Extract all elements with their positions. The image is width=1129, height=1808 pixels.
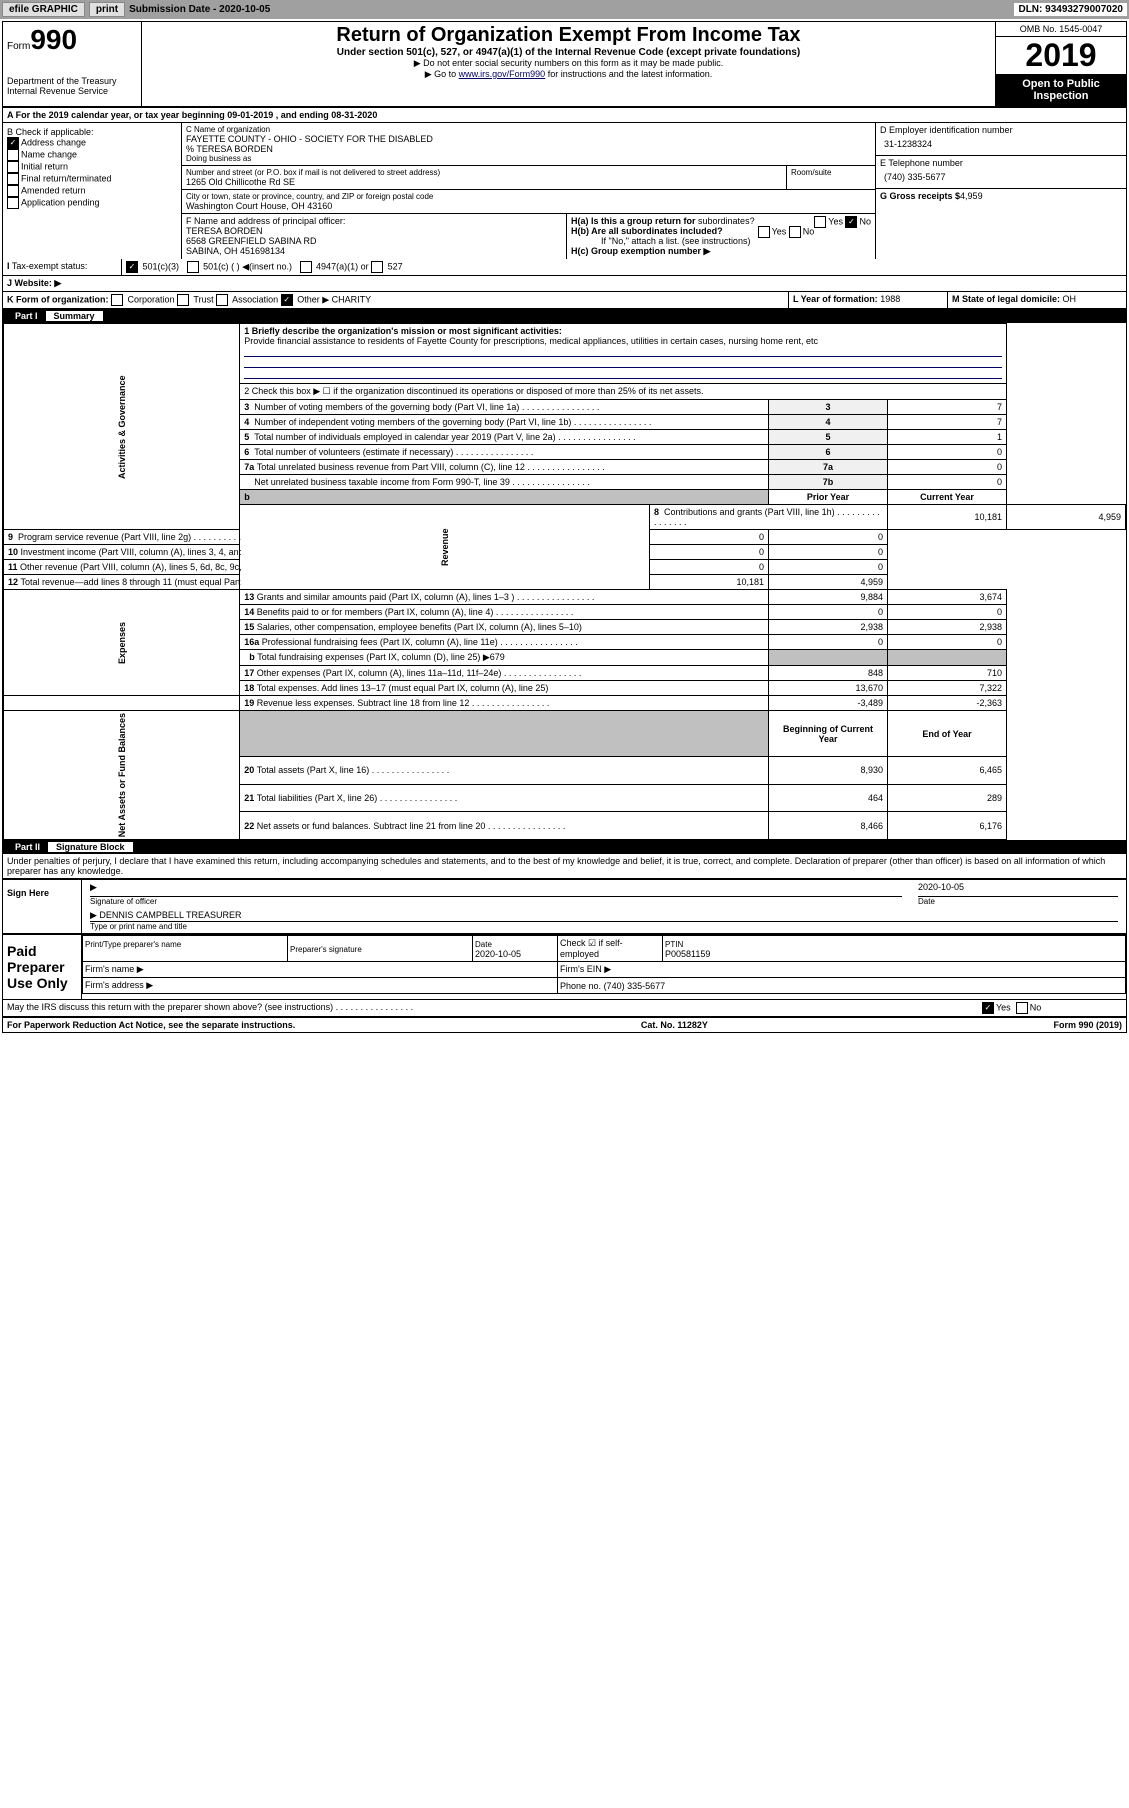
city-label: City or town, state or province, country… (186, 192, 871, 201)
form-990: Form990 Department of the Treasury Inter… (2, 21, 1127, 1033)
check-initial[interactable] (7, 161, 19, 173)
entity-block: B Check if applicable: Address change Na… (3, 123, 1126, 259)
hb-yes[interactable] (758, 226, 770, 238)
ein: 31-1238324 (880, 135, 1122, 153)
officer-city: SABINA, OH 451698134 (186, 246, 562, 256)
check-other[interactable] (281, 294, 293, 306)
check-trust[interactable] (177, 294, 189, 306)
dba-label: Doing business as (186, 154, 871, 163)
ein-label: D Employer identification number (880, 125, 1122, 135)
org-name-label: C Name of organization (186, 125, 871, 134)
efile-btn[interactable]: efile GRAPHIC (2, 2, 85, 17)
dln: DLN: 93493279007020 (1014, 3, 1127, 16)
form-title: Return of Organization Exempt From Incom… (150, 24, 987, 47)
gross-amount: 4,959 (960, 191, 983, 201)
open-public: Open to PublicInspection (996, 74, 1126, 106)
care-of: % TERESA BORDEN (186, 144, 871, 154)
check-assoc[interactable] (216, 294, 228, 306)
summary-table: Activities & Governance 1 Briefly descri… (3, 323, 1126, 840)
irs-link[interactable]: www.irs.gov/Form990 (459, 69, 546, 79)
officer-label: F Name and address of principal officer: (186, 216, 562, 226)
side-governance: Activities & Governance (4, 324, 240, 530)
omb-number: OMB No. 1545-0047 (996, 22, 1126, 37)
side-expenses: Expenses (4, 590, 240, 696)
city: Washington Court House, OH 43160 (186, 201, 871, 211)
ha-yes[interactable] (814, 216, 826, 228)
submission-date: Submission Date - 2020-10-05 (129, 4, 270, 15)
check-name-change[interactable] (7, 149, 19, 161)
tax-year: 2019 (996, 37, 1126, 74)
room-label: Room/suite (791, 168, 871, 177)
form-header: Form990 Department of the Treasury Inter… (3, 22, 1126, 108)
form-subtitle: Under section 501(c), 527, or 4947(a)(1)… (150, 47, 987, 58)
check-final[interactable] (7, 173, 19, 185)
box-b-label: B Check if applicable: (7, 127, 177, 137)
check-pending[interactable] (7, 197, 19, 209)
discuss-yes[interactable] (982, 1002, 994, 1014)
line-a: A For the 2019 calendar year, or tax yea… (3, 108, 1126, 123)
form-footer: For Paperwork Reduction Act Notice, see … (3, 1017, 1126, 1032)
phone-label: E Telephone number (880, 158, 1122, 168)
ha-no[interactable] (845, 216, 857, 228)
note-ssn: ▶ Do not enter social security numbers o… (150, 58, 987, 69)
check-corp[interactable] (111, 294, 123, 306)
pra-notice: For Paperwork Reduction Act Notice, see … (7, 1020, 295, 1030)
part2-header: Part II Signature Block (3, 840, 1126, 854)
note-link: ▶ Go to www.irs.gov/Form990 for instruct… (150, 69, 987, 80)
street: 1265 Old Chillicothe Rd SE (186, 177, 782, 187)
print-btn[interactable]: print (89, 2, 125, 17)
toolbar: efile GRAPHIC print Submission Date - 20… (0, 0, 1129, 19)
mission-text: Provide financial assistance to resident… (244, 336, 818, 346)
check-addr-change[interactable] (7, 137, 19, 149)
discuss-no[interactable] (1016, 1002, 1028, 1014)
dept-treasury: Department of the Treasury Internal Reve… (7, 76, 137, 96)
cat-no: Cat. No. 11282Y (641, 1020, 708, 1030)
paid-preparer-block: Paid Preparer Use Only Print/Type prepar… (3, 933, 1126, 999)
sign-here-block: Sign Here ▶ Signature of officer 2020-10… (3, 878, 1126, 933)
officer-name: TERESA BORDEN (186, 226, 562, 236)
part1-header: Part I Summary (3, 309, 1126, 323)
org-name: FAYETTE COUNTY - OHIO - SOCIETY FOR THE … (186, 134, 871, 144)
check-527[interactable] (371, 261, 383, 273)
officer-street: 6568 GREENFIELD SABINA RD (186, 236, 562, 246)
form-number: 990 (30, 24, 77, 55)
phone: (740) 335-5677 (880, 168, 1122, 186)
check-4947[interactable] (300, 261, 312, 273)
form-ref: Form 990 (2019) (1053, 1020, 1122, 1030)
side-netassets: Net Assets or Fund Balances (4, 711, 240, 840)
paid-preparer-label: Paid Preparer Use Only (3, 935, 82, 999)
perjury-text: Under penalties of perjury, I declare th… (3, 854, 1126, 878)
check-501c3[interactable] (126, 261, 138, 273)
hb-no[interactable] (789, 226, 801, 238)
check-501c[interactable] (187, 261, 199, 273)
side-revenue: Revenue (240, 505, 650, 590)
sign-here-label: Sign Here (3, 880, 82, 933)
gross-label: G Gross receipts $ (880, 191, 960, 201)
form-label: Form (7, 41, 30, 52)
street-label: Number and street (or P.O. box if mail i… (186, 168, 782, 177)
check-amended[interactable] (7, 185, 19, 197)
